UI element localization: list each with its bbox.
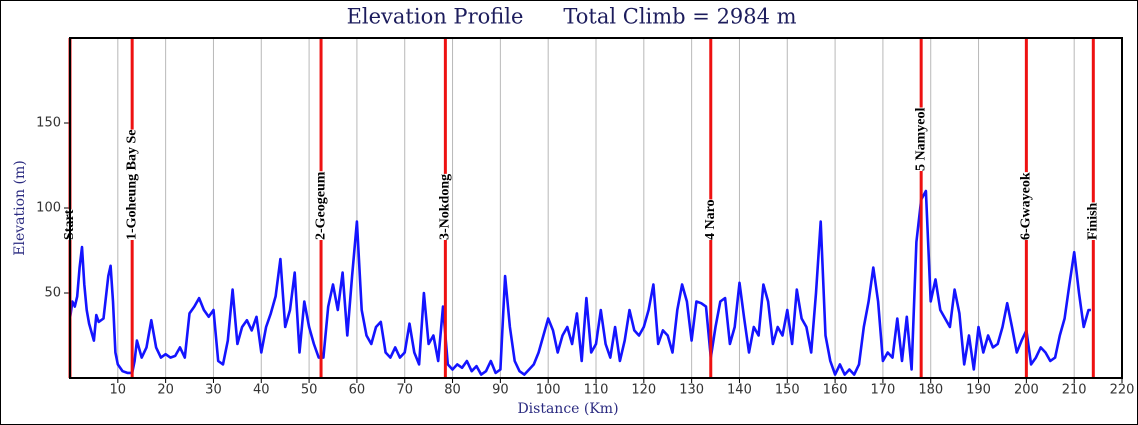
chart-title: Elevation Profile xyxy=(347,5,524,29)
marker-label-bg xyxy=(703,199,717,240)
x-tick-label: 80 xyxy=(444,383,461,398)
elevation-line xyxy=(68,189,1091,376)
x-tick-label: 110 xyxy=(584,383,609,398)
marker-label-bg xyxy=(1086,202,1100,240)
y-axis-label: Elevation (m) xyxy=(12,160,28,255)
marker-label-bg xyxy=(1019,172,1033,240)
marker-label-bg xyxy=(914,107,928,171)
plot-frame xyxy=(69,37,1123,379)
marker-label-bg xyxy=(314,171,328,240)
x-tick-label: 10 xyxy=(110,383,127,398)
marker-label: 4 Naro xyxy=(703,199,718,240)
marker-label: 5 Namyeol xyxy=(913,108,928,171)
x-tick-label: 160 xyxy=(823,383,848,398)
x-tick-label: 90 xyxy=(492,383,509,398)
marker-label: 1-Goheung Bay Se xyxy=(124,130,139,240)
x-tick-label: 130 xyxy=(679,383,704,398)
marker-label: 3-Nokdong xyxy=(438,174,453,240)
marker-label-bg xyxy=(438,173,452,240)
x-axis-label: Distance (Km) xyxy=(517,401,618,417)
x-tick-label: 140 xyxy=(727,383,752,398)
marker-label: 6-Gwayeok xyxy=(1019,172,1034,240)
x-tick-label: 120 xyxy=(631,383,656,398)
marker-label: 2-Geogeum xyxy=(313,171,328,240)
x-tick-label: 200 xyxy=(1014,383,1039,398)
marker-label-bg xyxy=(125,129,139,240)
x-tick-label: 60 xyxy=(349,383,366,398)
x-tick-label: 210 xyxy=(1062,383,1087,398)
x-tick-label: 180 xyxy=(918,383,943,398)
y-tick-label: 150 xyxy=(36,116,61,131)
chart-subtitle: Total Climb = 2984 m xyxy=(563,5,796,29)
x-tick-label: 150 xyxy=(775,383,800,398)
x-tick-label: 40 xyxy=(253,383,270,398)
x-tick-label: 70 xyxy=(396,383,413,398)
x-tick-label: 220 xyxy=(1110,383,1135,398)
x-tick-label: 100 xyxy=(536,383,561,398)
x-tick-label: 50 xyxy=(301,383,318,398)
x-tick-label: 190 xyxy=(966,383,991,398)
x-tick-label: 30 xyxy=(205,383,222,398)
marker-label: Finish xyxy=(1086,202,1101,240)
x-tick-label: 170 xyxy=(870,383,895,398)
y-tick-label: 50 xyxy=(44,286,61,301)
y-tick-label: 100 xyxy=(36,201,61,216)
x-tick-label: 20 xyxy=(157,383,174,398)
